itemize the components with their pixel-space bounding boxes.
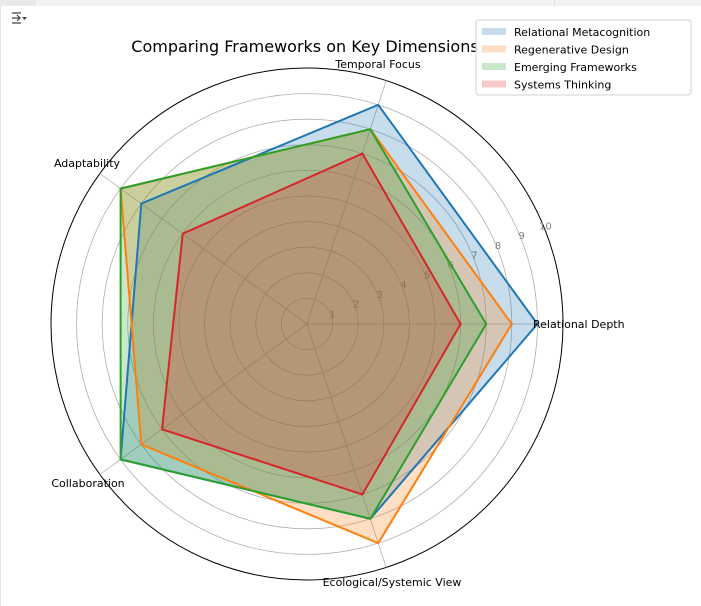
legend-label: Relational Metacognition	[514, 26, 650, 39]
legend-swatch	[482, 63, 506, 70]
r-tick-label: 8	[495, 241, 501, 252]
category-label: Adaptability	[54, 157, 121, 170]
r-tick-label: 5	[424, 270, 430, 281]
axis-line	[306, 80, 387, 325]
axis-line	[99, 173, 308, 325]
r-tick-label: 1	[329, 309, 335, 320]
category-label: Relational Depth	[533, 318, 625, 331]
axis-line	[99, 323, 308, 475]
collapse-arrow-icon[interactable]	[10, 10, 28, 26]
top-bar	[0, 0, 701, 6]
series-fill-2	[120, 129, 487, 519]
r-tick-label: 9	[519, 231, 525, 242]
series-line-3	[160, 152, 462, 496]
category-label: Ecological/Systemic View	[323, 576, 462, 589]
category-label: Temporal Focus	[334, 58, 421, 71]
legend-box	[475, 19, 692, 96]
series-fill-3	[162, 153, 461, 495]
tab[interactable]	[0, 0, 36, 6]
r-tick-label: 4	[400, 280, 406, 291]
legend-swatch	[482, 28, 506, 35]
r-tick-label: 10	[539, 221, 552, 232]
r-tick-label: 3	[377, 290, 383, 301]
legend-label: Emerging Frameworks	[514, 61, 637, 74]
legend-label: Systems Thinking	[514, 79, 611, 92]
category-label: Collaboration	[51, 477, 124, 490]
r-tick-label: 2	[353, 300, 359, 311]
frame-border	[0, 6, 1, 606]
series-line-0	[119, 103, 539, 520]
legend-swatch	[482, 45, 506, 53]
series-fill-0	[120, 104, 538, 519]
chart-title: Comparing Frameworks on Key Dimensions	[131, 37, 478, 56]
series-line-1	[119, 128, 514, 545]
series-line-2	[119, 128, 488, 520]
divider	[554, 0, 555, 6]
axis-line	[306, 323, 387, 568]
legend-swatch	[482, 80, 506, 88]
legend: Relational Metacognition Regenerative Des…	[475, 19, 692, 96]
series-fill-1	[120, 129, 512, 544]
legend-label: Regenerative Design	[514, 44, 629, 57]
r-tick-label: 7	[471, 251, 477, 262]
